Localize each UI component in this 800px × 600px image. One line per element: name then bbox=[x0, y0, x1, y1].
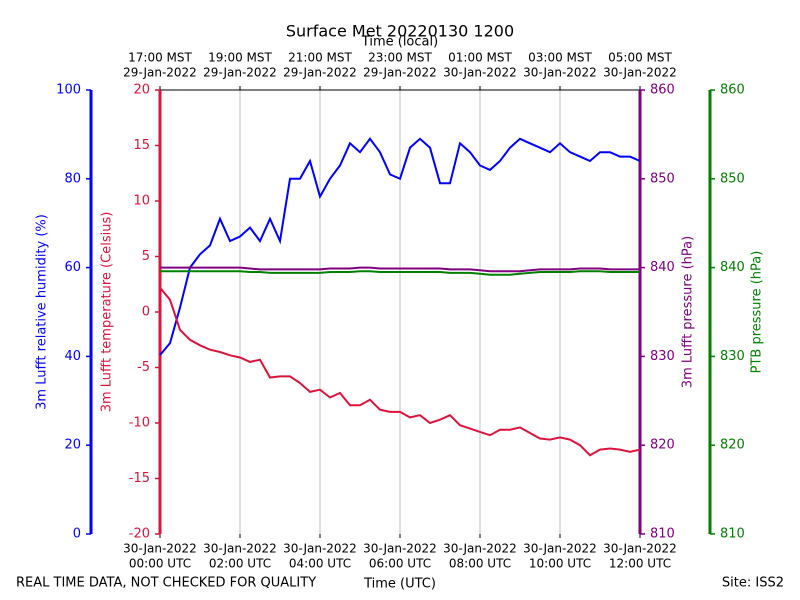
y-tick-label: 860 bbox=[650, 83, 675, 98]
y-tick-label: 0 bbox=[142, 305, 150, 320]
y-tick-label: 810 bbox=[650, 527, 675, 542]
top-tick-date: 29-Jan-2022 bbox=[363, 66, 437, 80]
y-tick-label: 20 bbox=[133, 83, 150, 98]
y-tick-label: 20 bbox=[64, 438, 81, 453]
x-tick-label: 10:00 UTC bbox=[529, 557, 591, 571]
y-tick-label: 820 bbox=[720, 438, 745, 453]
x-tick-label: 04:00 UTC bbox=[289, 557, 351, 571]
y-tick-label: 840 bbox=[720, 260, 745, 275]
top-tick-label: 17:00 MST bbox=[128, 51, 192, 65]
top-tick-label: 21:00 MST bbox=[288, 51, 352, 65]
top-tick-date: 30-Jan-2022 bbox=[603, 66, 677, 80]
x-tick-date: 30-Jan-2022 bbox=[283, 542, 357, 556]
x-tick-date: 30-Jan-2022 bbox=[363, 542, 437, 556]
y-tick-label: -20 bbox=[129, 527, 150, 542]
x-tick-label: 00:00 UTC bbox=[129, 557, 191, 571]
y-axis-label: 3m Lufft temperature (Celsius) bbox=[100, 212, 115, 413]
y-tick-label: 850 bbox=[720, 171, 745, 186]
y-axis-label: 3m Lufft relative humidity (%) bbox=[35, 214, 50, 410]
series-line bbox=[160, 270, 640, 276]
top-axis-label: Time (local) bbox=[361, 35, 438, 50]
x-tick-label: 06:00 UTC bbox=[369, 557, 431, 571]
footer-note: REAL TIME DATA, NOT CHECKED FOR QUALITY bbox=[16, 576, 316, 591]
x-tick-label: 08:00 UTC bbox=[449, 557, 511, 571]
y-tick-label: 850 bbox=[650, 171, 675, 186]
y-tick-label: 80 bbox=[64, 171, 81, 186]
y-tick-label: 830 bbox=[650, 349, 675, 364]
site-label: Site: ISS2 bbox=[722, 576, 784, 591]
y-tick-label: 60 bbox=[64, 260, 81, 275]
series-line bbox=[159, 286, 641, 457]
y-tick-label: 830 bbox=[720, 349, 745, 364]
top-tick-label: 23:00 MST bbox=[368, 51, 432, 65]
series-line bbox=[159, 137, 641, 356]
y-tick-label: 5 bbox=[142, 249, 150, 264]
x-tick-date: 30-Jan-2022 bbox=[523, 542, 597, 556]
series-line bbox=[160, 266, 640, 273]
y-tick-label: 0 bbox=[73, 527, 81, 542]
x-tick-label: 12:00 UTC bbox=[609, 557, 671, 571]
y-tick-label: 40 bbox=[64, 349, 81, 364]
y-tick-label: -15 bbox=[129, 471, 150, 486]
x-tick-label: 02:00 UTC bbox=[209, 557, 271, 571]
x-tick-date: 30-Jan-2022 bbox=[603, 542, 677, 556]
x-tick-date: 30-Jan-2022 bbox=[203, 542, 277, 556]
y-tick-label: 100 bbox=[56, 83, 81, 98]
top-tick-label: 03:00 MST bbox=[528, 51, 592, 65]
x-tick-date: 30-Jan-2022 bbox=[443, 542, 517, 556]
y-tick-label: 840 bbox=[650, 260, 675, 275]
top-tick-label: 05:00 MST bbox=[608, 51, 672, 65]
top-tick-date: 30-Jan-2022 bbox=[443, 66, 517, 80]
x-axis-label: Time (UTC) bbox=[363, 577, 436, 592]
top-tick-date: 29-Jan-2022 bbox=[123, 66, 197, 80]
y-axis-label: PTB pressure (hPa) bbox=[750, 251, 765, 374]
top-tick-label: 19:00 MST bbox=[208, 51, 272, 65]
x-tick-date: 30-Jan-2022 bbox=[123, 542, 197, 556]
top-tick-date: 29-Jan-2022 bbox=[203, 66, 277, 80]
top-tick-date: 30-Jan-2022 bbox=[523, 66, 597, 80]
y-tick-label: 15 bbox=[133, 138, 150, 153]
y-tick-label: -5 bbox=[137, 360, 150, 375]
top-tick-label: 01:00 MST bbox=[448, 51, 512, 65]
y-tick-label: 820 bbox=[650, 438, 675, 453]
top-tick-date: 29-Jan-2022 bbox=[283, 66, 357, 80]
y-tick-label: 10 bbox=[133, 194, 150, 209]
y-tick-label: 810 bbox=[720, 527, 745, 542]
y-tick-label: 860 bbox=[720, 83, 745, 98]
y-tick-label: -10 bbox=[129, 416, 150, 431]
y-axis-label: 3m Lufft pressure (hPa) bbox=[681, 236, 696, 388]
chart-title: Surface Met 20220130 1200 bbox=[286, 22, 514, 41]
